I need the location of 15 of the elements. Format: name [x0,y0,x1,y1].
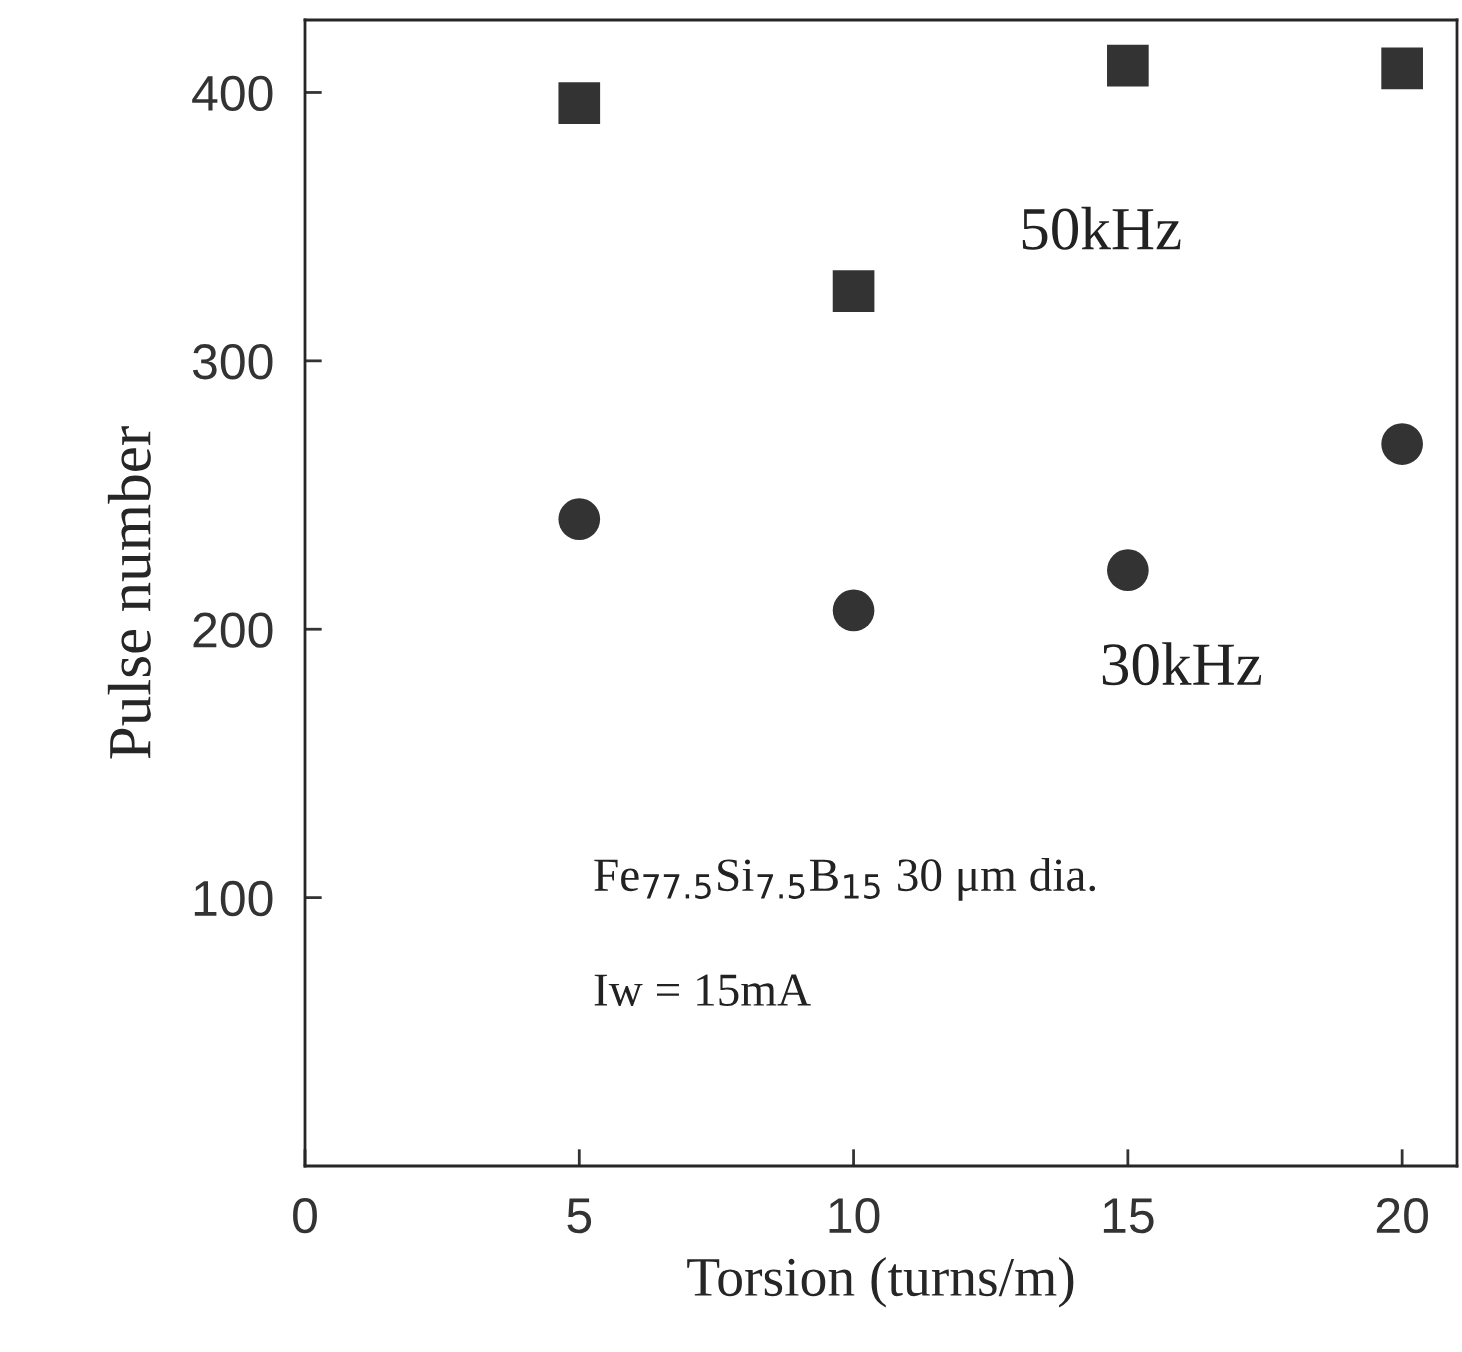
annotation: Fe$_{77.5}$Si$_{7.5}$B$_{15}$ 30 μm dia. [594,857,1096,901]
series-label: 30kHz [1102,642,1262,686]
text: 50kHz [1022,206,1181,250]
x-tick-label: 0 [293,1197,317,1234]
x-tick-label: 20 [1376,1197,1428,1234]
annotation: Iw = 15mA [594,974,811,1007]
x-tick-label: 5 [567,1198,592,1234]
x-tick-label: 10 [829,1197,880,1234]
y-tick-label: 300 [192,344,273,380]
y-axis-title: Pulse number [107,426,151,759]
y-tick-label: 100 [194,880,273,917]
y-tick-label: 200 [193,612,273,648]
y-tick-label: 400 [192,75,273,112]
x-axis-title: Torsion (turns/m) [687,1257,1074,1308]
x-tick-label: 15 [1103,1198,1154,1234]
